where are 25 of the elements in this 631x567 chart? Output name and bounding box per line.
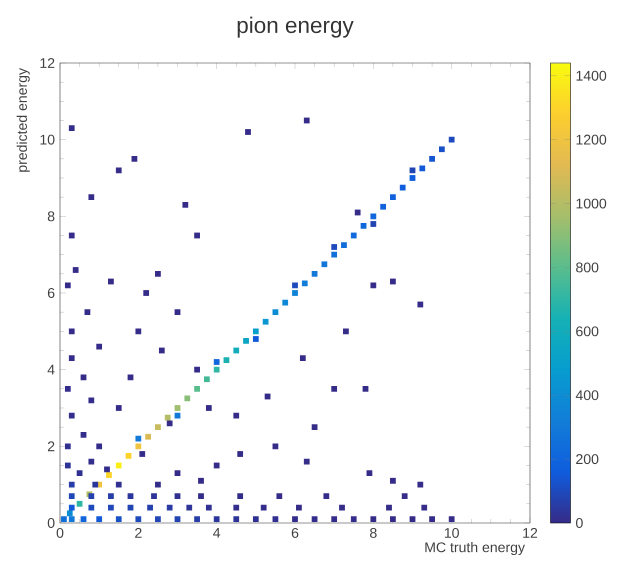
y-tick-label: 0 bbox=[48, 518, 54, 528]
x-tick-label: 0 bbox=[56, 528, 64, 538]
color-bar-label: 1400 bbox=[576, 70, 606, 81]
color-bar-label: 800 bbox=[576, 262, 598, 272]
x-tick-label: 4 bbox=[213, 528, 220, 538]
color-bar-label: 0 bbox=[576, 518, 583, 528]
x-tick-label: 8 bbox=[370, 528, 377, 538]
color-bar-label: 1200 bbox=[576, 134, 606, 145]
color-bar-label: 200 bbox=[576, 454, 598, 464]
y-axis-title: predicted energy bbox=[16, 68, 30, 172]
color-bar-label: 1000 bbox=[576, 198, 606, 209]
x-tick-label: 12 bbox=[523, 528, 538, 538]
y-tick-label: 12 bbox=[40, 58, 54, 68]
y-tick-label: 10 bbox=[40, 134, 54, 145]
x-tick-label: 2 bbox=[135, 528, 142, 538]
y-tick-label: 2 bbox=[48, 441, 54, 452]
x-tick-label: 6 bbox=[292, 528, 298, 538]
chart-title: pion energy bbox=[238, 16, 354, 38]
y-tick-label: 6 bbox=[48, 288, 54, 298]
x-axis-title: MC truth energy bbox=[425, 542, 525, 556]
y-tick-label: 4 bbox=[48, 364, 55, 374]
color-bar-label: 600 bbox=[576, 326, 598, 336]
color-bar-label: 400 bbox=[576, 390, 598, 400]
y-tick-label: 8 bbox=[48, 211, 54, 222]
x-tick-label: 10 bbox=[444, 528, 459, 538]
